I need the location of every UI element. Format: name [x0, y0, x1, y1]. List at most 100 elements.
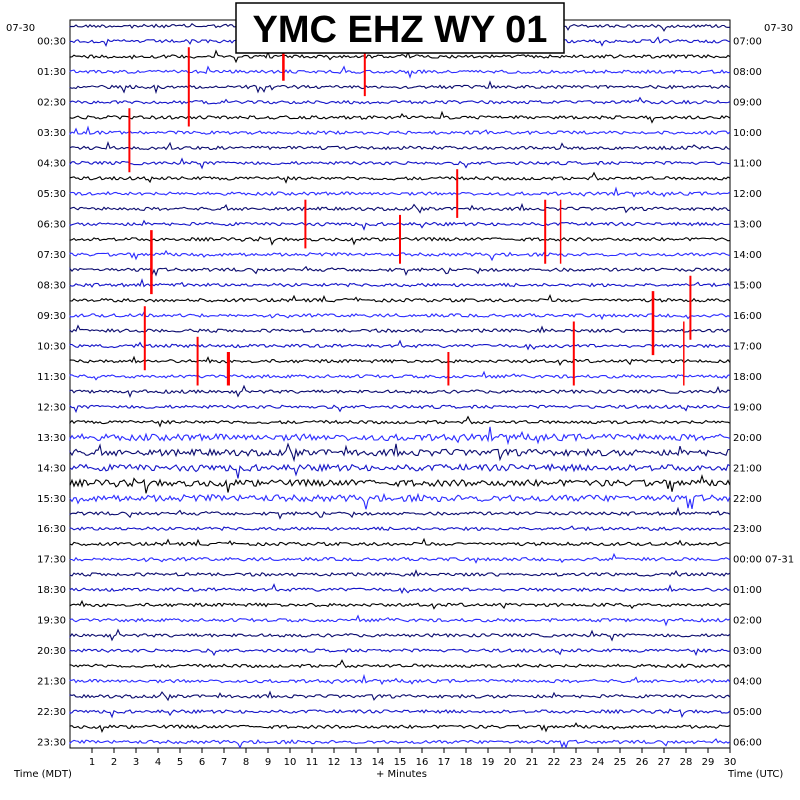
right-time-label-2: 09:00: [733, 98, 762, 109]
left-time-axis: 00:30 01:30 02:30 03:30 04:30 05:30 06:30 07:30…: [37, 37, 66, 749]
x-tick-label-11: 11: [306, 757, 319, 768]
x-tick-label-17: 17: [438, 757, 451, 768]
trace-row-7: [69, 125, 731, 136]
x-tick-label-27: 27: [658, 757, 671, 768]
left-time-label-4: 04:30: [37, 159, 66, 170]
date-right-label: 07-30: [764, 23, 793, 34]
right-time-label-13: 20:00: [733, 433, 762, 444]
x-tick-label-5: 5: [177, 757, 183, 768]
trace-row-29: [69, 463, 731, 479]
x-tick-label-13: 13: [350, 757, 363, 768]
trace-row-36: [69, 569, 731, 578]
left-time-label-7: 07:30: [37, 250, 66, 261]
right-time-label-22: 05:00: [733, 707, 762, 718]
trace-row-40: [69, 628, 731, 642]
left-time-label-17: 17:30: [37, 555, 66, 566]
trace-row-8: [69, 140, 731, 151]
right-time-label-21: 04:00: [733, 677, 762, 688]
trace-row-39: [69, 614, 731, 627]
left-time-label-3: 03:30: [37, 128, 66, 139]
trace-row-12: [69, 202, 731, 214]
trace-row-25: [69, 404, 731, 414]
right-time-label-6: 13:00: [733, 220, 762, 231]
left-time-label-14: 14:30: [37, 463, 66, 474]
x-tick-label-8: 8: [243, 757, 249, 768]
trace-row-3: [69, 65, 731, 79]
right-time-label-4: 11:00: [733, 159, 762, 170]
trace-row-9: [69, 157, 731, 170]
right-time-label-16: 23:00: [733, 524, 762, 535]
trace-row-18: [69, 294, 731, 303]
left-time-label-12: 12:30: [37, 402, 66, 413]
x-tick-label-2: 2: [111, 757, 117, 768]
x-tick-label-19: 19: [482, 757, 495, 768]
trace-row-32: [69, 506, 731, 520]
trace-row-30: [69, 473, 731, 494]
x-tick-label-26: 26: [636, 757, 649, 768]
title-box-frame: [235, 2, 565, 54]
trace-row-21: [69, 339, 731, 351]
right-time-label-15: 22:00: [733, 494, 762, 505]
x-tick-label-3: 3: [133, 757, 139, 768]
right-time-axis: 07:00 08:00 09:00 10:00 11:00 12:00 13:00 14:00…: [733, 37, 794, 749]
left-time-label-2: 02:30: [37, 98, 66, 109]
trace-row-24: [69, 384, 731, 398]
trace-row-4: [69, 80, 731, 95]
y-axis-label-right: Time (UTC): [727, 769, 783, 780]
left-time-label-11: 11:30: [37, 372, 66, 383]
trace-row-20: [69, 324, 731, 334]
x-tick-label-4: 4: [155, 757, 161, 768]
left-time-label-8: 08:30: [37, 281, 66, 292]
trace-row-34: [69, 537, 731, 547]
left-time-label-0: 00:30: [37, 37, 66, 48]
trace-row-38: [69, 599, 731, 610]
trace-row-47: [69, 738, 731, 749]
right-time-label-23: 06:00: [733, 738, 762, 749]
title-box: YMC EHZ WY 01: [235, 2, 565, 54]
right-time-label-1: 08:00: [733, 67, 762, 78]
plot-area: [69, 19, 731, 749]
x-axis: 1 2 3 4 5 6 7 8 9 10 11 12 13 14 15 16 17 18 19 20 21 22 23 24 2…: [89, 748, 737, 768]
left-time-label-13: 13:30: [37, 433, 66, 444]
right-time-label-5: 12:00: [733, 189, 762, 200]
trace-row-42: [69, 659, 731, 669]
trace-row-27: [69, 426, 731, 446]
left-time-label-20: 20:30: [37, 646, 66, 657]
x-tick-label-15: 15: [394, 757, 407, 768]
left-time-label-21: 21:30: [37, 677, 66, 688]
x-tick-label-30: 30: [724, 757, 737, 768]
trace-row-41: [69, 648, 731, 657]
x-tick-label-10: 10: [284, 757, 297, 768]
x-tick-label-28: 28: [680, 757, 693, 768]
trace-group: [69, 21, 731, 749]
y-axis-label-left: Time (MDT): [13, 769, 72, 780]
right-time-label-8: 15:00: [733, 281, 762, 292]
x-tick-label-6: 6: [199, 757, 205, 768]
trace-row-2: [69, 49, 731, 64]
x-axis-label: + Minutes: [376, 769, 427, 780]
x-tick-label-21: 21: [526, 757, 539, 768]
left-time-label-6: 06:30: [37, 220, 66, 231]
trace-row-23: [69, 370, 731, 381]
trace-row-17: [69, 278, 731, 288]
trace-row-28: [69, 442, 731, 463]
left-time-label-15: 15:30: [37, 494, 66, 505]
right-time-label-14: 21:00: [733, 463, 762, 474]
right-time-label-18: 01:00: [733, 585, 762, 596]
left-time-label-10: 10:30: [37, 341, 66, 352]
left-time-label-18: 18:30: [37, 585, 66, 596]
right-time-label-19: 02:00: [733, 616, 762, 627]
x-tick-label-29: 29: [702, 757, 715, 768]
x-tick-label-14: 14: [372, 757, 385, 768]
x-tick-label-7: 7: [221, 757, 227, 768]
trace-row-45: [69, 708, 731, 719]
x-tick-label-9: 9: [265, 757, 271, 768]
right-time-label-20: 03:00: [733, 646, 762, 657]
trace-row-5: [69, 96, 731, 105]
trace-row-31: [69, 492, 731, 510]
trace-row-10: [69, 171, 731, 184]
right-time-label-10: 17:00: [733, 341, 762, 352]
x-tick-label-25: 25: [614, 757, 627, 768]
left-time-label-1: 01:30: [37, 67, 66, 78]
left-time-label-19: 19:30: [37, 616, 66, 627]
